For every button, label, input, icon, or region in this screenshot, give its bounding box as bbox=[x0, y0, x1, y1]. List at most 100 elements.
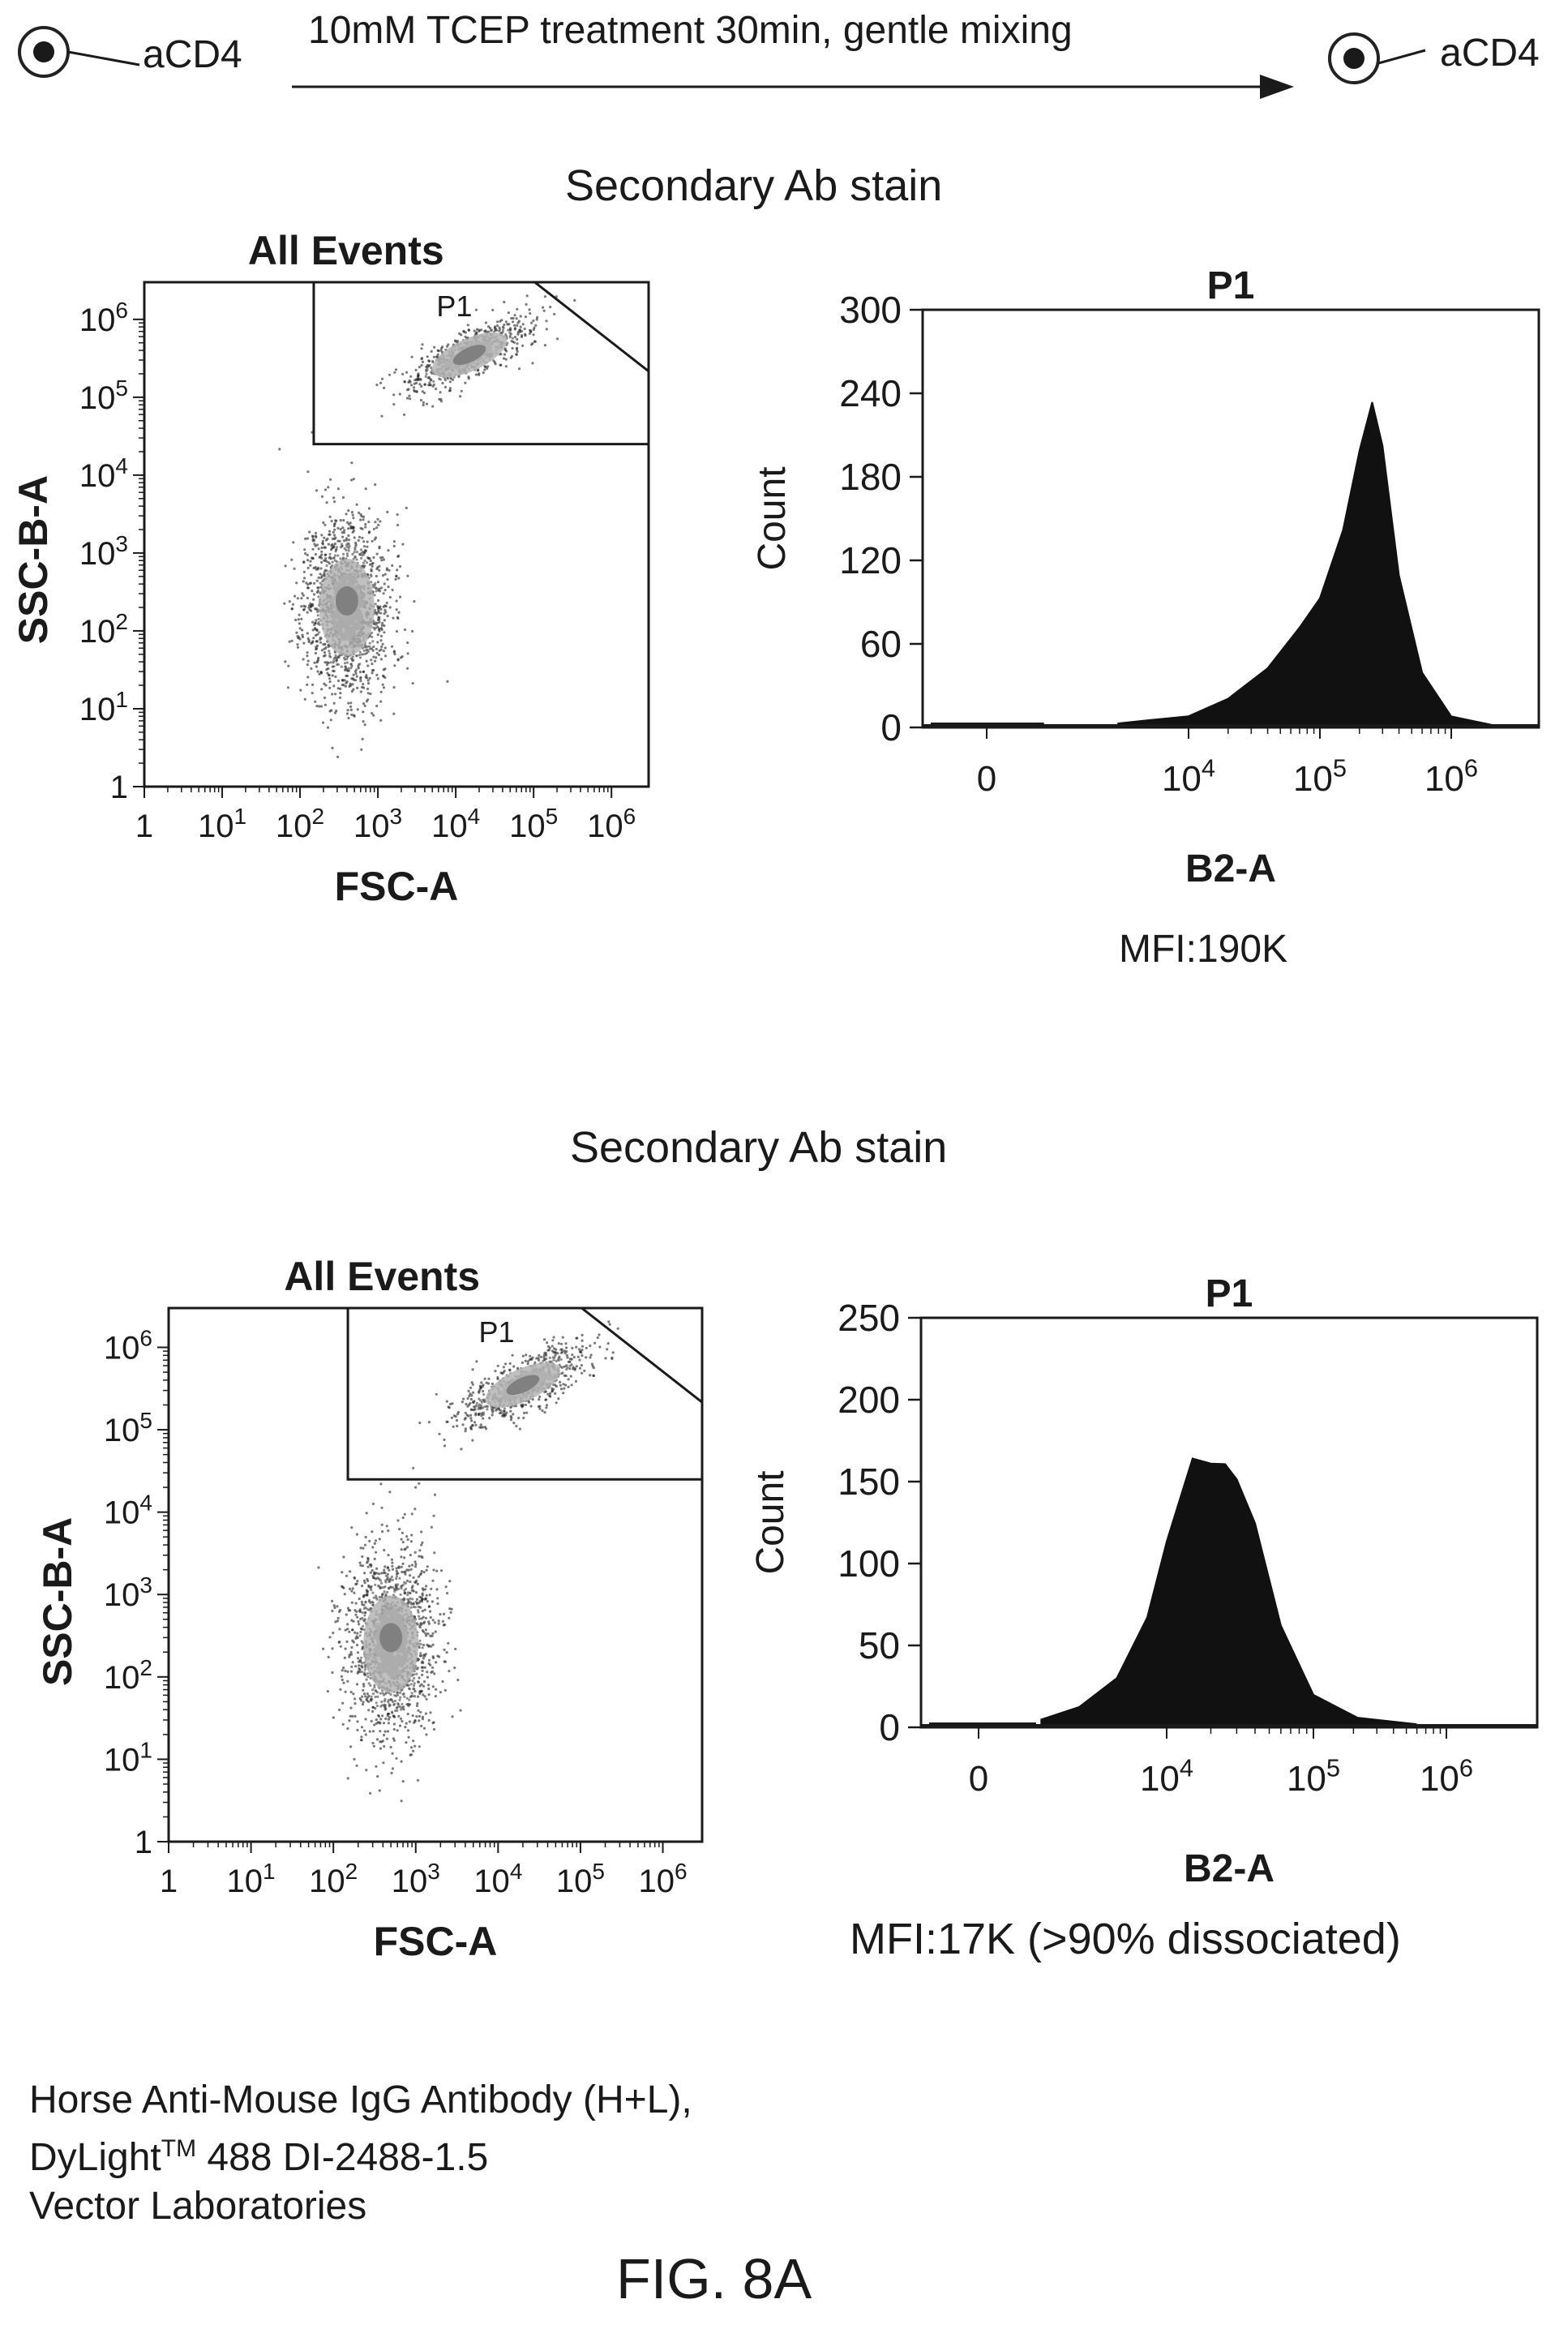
event-dot bbox=[338, 1641, 341, 1644]
event-dot bbox=[439, 347, 443, 350]
event-dot bbox=[400, 1555, 403, 1559]
event-dot bbox=[503, 353, 507, 356]
event-dot bbox=[431, 1666, 435, 1669]
event-dot bbox=[348, 1654, 351, 1657]
event-dot bbox=[318, 705, 321, 708]
event-dot bbox=[388, 595, 392, 599]
event-dot bbox=[369, 1571, 372, 1574]
event-dot bbox=[312, 566, 315, 570]
event-dot bbox=[448, 380, 452, 384]
event-dot bbox=[479, 1423, 482, 1426]
event-dot bbox=[496, 320, 499, 324]
event-dot bbox=[383, 1734, 386, 1737]
event-dot bbox=[336, 1616, 340, 1619]
event-dot bbox=[516, 324, 519, 327]
event-dot bbox=[305, 581, 308, 585]
event-dot bbox=[334, 693, 337, 696]
event-dot bbox=[371, 1688, 375, 1692]
event-dot bbox=[351, 655, 354, 658]
event-dot bbox=[287, 664, 290, 667]
event-dot bbox=[418, 1617, 422, 1620]
event-dot bbox=[356, 1643, 359, 1647]
event-dot bbox=[371, 712, 374, 715]
event-dot bbox=[381, 556, 384, 559]
event-dot bbox=[470, 1381, 473, 1384]
event-dot bbox=[460, 1448, 463, 1451]
event-dot bbox=[429, 1615, 432, 1619]
event-dot bbox=[392, 1714, 396, 1718]
event-dot bbox=[432, 380, 435, 383]
event-dot bbox=[448, 1580, 452, 1583]
event-dot bbox=[426, 1632, 430, 1636]
event-dot bbox=[332, 525, 336, 528]
event-dot bbox=[300, 597, 303, 600]
event-dot bbox=[450, 1416, 454, 1419]
event-dot bbox=[290, 558, 293, 561]
event-dot bbox=[336, 1605, 339, 1608]
event-dot bbox=[355, 1764, 358, 1767]
event-dot bbox=[382, 1761, 385, 1765]
event-dot bbox=[327, 661, 330, 664]
y-tick-label: 103 bbox=[104, 1572, 152, 1613]
event-dot bbox=[383, 619, 386, 622]
event-dot bbox=[364, 522, 367, 526]
event-dot bbox=[423, 1666, 426, 1669]
event-dot bbox=[502, 1366, 505, 1369]
event-dot bbox=[327, 486, 330, 489]
event-dot bbox=[379, 634, 383, 638]
event-dot bbox=[306, 676, 310, 679]
event-dot bbox=[430, 1587, 433, 1590]
cell-icon-right bbox=[1328, 32, 1380, 84]
event-dot bbox=[589, 1353, 593, 1357]
event-dot bbox=[470, 1408, 473, 1411]
event-dot bbox=[383, 1706, 387, 1709]
event-dot bbox=[533, 1361, 537, 1364]
event-dot bbox=[315, 644, 319, 648]
event-dot bbox=[575, 1336, 578, 1340]
event-dot bbox=[328, 556, 332, 559]
event-dot bbox=[381, 574, 385, 577]
event-dot bbox=[380, 1581, 383, 1585]
event-dot bbox=[412, 1466, 415, 1469]
event-dot bbox=[469, 1427, 473, 1431]
event-dot bbox=[421, 1718, 425, 1721]
event-dot bbox=[395, 1706, 398, 1709]
event-dot bbox=[321, 580, 324, 583]
event-dot bbox=[400, 1565, 403, 1568]
event-dot bbox=[491, 1413, 494, 1417]
event-dot bbox=[374, 586, 377, 590]
event-dot bbox=[477, 1405, 480, 1408]
event-dot bbox=[332, 670, 336, 673]
event-dot bbox=[391, 1564, 394, 1568]
event-dot bbox=[404, 1547, 407, 1551]
event-dot bbox=[461, 1423, 465, 1426]
event-dot bbox=[448, 388, 452, 393]
event-dot bbox=[414, 1591, 418, 1594]
event-dot bbox=[380, 377, 384, 380]
event-dot bbox=[380, 1594, 384, 1597]
event-dot bbox=[419, 398, 423, 402]
event-dot bbox=[362, 518, 365, 521]
event-dot bbox=[411, 1679, 414, 1683]
event-dot bbox=[310, 609, 313, 612]
event-dot bbox=[546, 1341, 549, 1345]
event-dot bbox=[431, 1643, 435, 1646]
event-dot bbox=[589, 1356, 592, 1359]
event-dot bbox=[406, 1712, 409, 1716]
event-dot bbox=[435, 355, 439, 358]
event-dot bbox=[516, 342, 519, 345]
event-dot bbox=[607, 1320, 610, 1323]
scheme-left-label: aCD4 bbox=[143, 33, 242, 76]
event-dot bbox=[484, 1427, 488, 1431]
event-dot bbox=[561, 1371, 564, 1375]
event-dot bbox=[420, 347, 423, 350]
event-dot bbox=[358, 1623, 361, 1626]
event-dot bbox=[372, 655, 375, 658]
event-dot bbox=[343, 662, 347, 665]
event-dot bbox=[343, 1656, 346, 1659]
event-dot bbox=[560, 1348, 563, 1351]
event-dot bbox=[508, 1362, 512, 1365]
event-dot bbox=[486, 1382, 491, 1385]
event-dot bbox=[316, 614, 319, 617]
event-dot bbox=[360, 748, 363, 751]
